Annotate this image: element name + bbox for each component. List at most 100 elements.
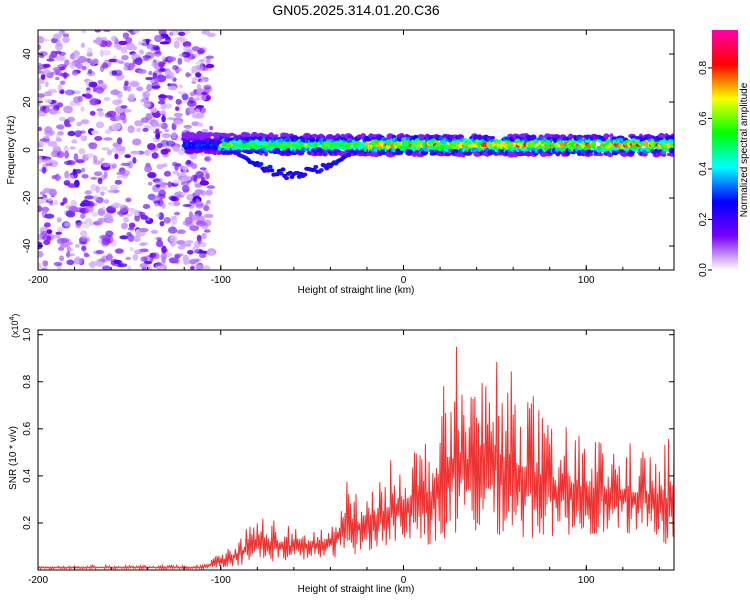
heat-cell-noise (90, 176, 98, 180)
heat-cell-noise (82, 93, 87, 97)
heat-cell-noise (42, 166, 47, 174)
heat-cell-noise (123, 65, 131, 71)
heat-cell-noise (112, 99, 122, 106)
heat-cell-noise (178, 53, 186, 58)
heat-cell-noise (161, 115, 166, 123)
heat-cell-noise (103, 30, 111, 33)
heat-cell-branch (313, 165, 319, 169)
heat-cell-noise (140, 214, 148, 220)
heat-cell-noise (159, 110, 167, 115)
heat-cell-noise (123, 83, 128, 91)
heat-cell-noise (182, 100, 188, 104)
heat-cell-noise (81, 174, 89, 179)
heat-cell-noise (163, 170, 172, 177)
heat-cell-signal (669, 135, 674, 140)
svg-text:(x104): (x104) (9, 314, 20, 338)
heat-cell-noise (125, 213, 133, 217)
heat-cell-noise (81, 65, 87, 71)
heat-cell-noise (164, 36, 171, 40)
heat-cell-noise (79, 221, 88, 225)
heat-cell-noise (201, 96, 207, 101)
heat-cell-noise (67, 242, 74, 246)
heat-cell-signal (285, 138, 290, 142)
heat-cell-noise (180, 192, 187, 196)
heat-cell-noise (42, 260, 49, 267)
colorbar-label: Normalized spectral amplitude (739, 82, 750, 217)
heat-cell-noise (38, 141, 44, 148)
heat-cell-noise (52, 66, 63, 72)
heat-cell-noise (69, 146, 76, 150)
heat-cell-noise (84, 195, 95, 200)
heat-cell-noise (128, 227, 135, 231)
heat-cell-noise (101, 147, 110, 151)
heat-cell-noise (121, 54, 129, 61)
heat-cell-noise (106, 110, 117, 118)
heat-cell-noise (63, 145, 69, 153)
heat-cell-noise (39, 138, 50, 142)
heat-cell-noise (133, 235, 141, 242)
heat-cell-noise (175, 98, 182, 105)
heat-cell-noise (89, 110, 96, 116)
heat-cell-noise (80, 213, 86, 219)
heat-cell-noise (186, 193, 194, 201)
heat-cell-noise (160, 102, 167, 110)
heat-cell-noise (161, 256, 167, 264)
spectrogram-cells (38, 30, 674, 270)
heat-cell-noise (96, 108, 104, 112)
heat-cell-noise (111, 123, 122, 131)
snr-ticks: -200 -100 0 100 0.2 0.4 0.6 0.8 1.0 (22, 327, 674, 586)
heat-cell-noise (156, 237, 162, 241)
heat-cell-noise (198, 264, 204, 270)
heat-cell-noise (95, 87, 104, 94)
heat-cell-noise (165, 103, 172, 109)
heat-cell-noise (205, 172, 210, 180)
heat-cell-signal (227, 132, 236, 137)
heat-cell-noise (182, 41, 192, 48)
heat-cell-noise (105, 230, 114, 237)
heat-cell-noise (197, 49, 205, 55)
heat-cell-noise (94, 30, 101, 33)
heat-cell-noise (171, 131, 177, 140)
heat-cell-noise (87, 47, 93, 55)
heat-cell-noise (114, 248, 124, 254)
heat-cell-noise (195, 220, 206, 227)
heat-cell-noise (161, 133, 172, 139)
heat-cell-noise (103, 199, 110, 204)
heat-cell-noise (63, 71, 68, 80)
heat-cell-noise (80, 42, 85, 48)
colorbar-ticks: 0.0 0.2 0.4 0.6 0.8 (698, 61, 712, 277)
heat-cell-noise (127, 30, 133, 33)
heat-cell-noise (151, 82, 160, 90)
heat-cell-noise (178, 84, 184, 89)
heat-cell-noise (102, 265, 111, 270)
heat-cell-signal (318, 133, 324, 137)
heat-cell-noise (70, 199, 77, 208)
heat-cell-noise (55, 76, 60, 81)
heat-cell-noise (205, 63, 215, 69)
y-tick-label: 0.6 (22, 421, 33, 435)
heat-cell-branch (284, 176, 290, 181)
heat-cell-noise (56, 175, 62, 180)
heat-cell-noise (143, 57, 149, 62)
heat-cell-noise (63, 119, 70, 126)
heat-cell-noise (187, 106, 197, 115)
heat-cell-noise (132, 138, 142, 146)
heat-cell-noise (52, 110, 62, 115)
heat-cell-noise (205, 189, 213, 196)
heat-cell-branch (346, 152, 352, 157)
heat-cell-noise (75, 159, 85, 164)
heat-cell-noise (194, 259, 200, 263)
heat-cell-noise (169, 241, 176, 247)
heat-cell-noise (47, 88, 58, 94)
heat-cell-noise (159, 220, 165, 227)
heat-cell-noise (67, 130, 76, 137)
heat-cell-noise (156, 164, 164, 170)
heat-cell-noise (171, 216, 178, 225)
heat-cell-noise (154, 78, 159, 84)
heat-cell-noise (38, 126, 43, 132)
heat-cell-noise (136, 86, 144, 92)
heat-cell-noise (119, 204, 129, 213)
heat-cell-noise (156, 239, 164, 248)
heat-cell-noise (209, 125, 214, 131)
heat-cell-noise (191, 46, 200, 52)
